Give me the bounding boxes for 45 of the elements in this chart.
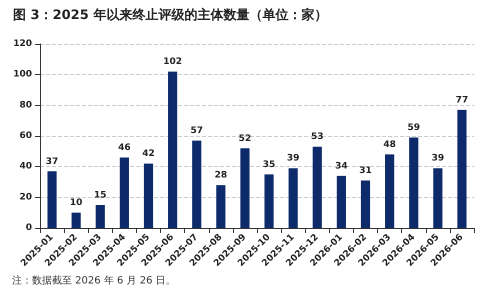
bar xyxy=(144,164,154,228)
data-label: 53 xyxy=(311,132,324,142)
data-label: 48 xyxy=(383,140,396,150)
data-label: 102 xyxy=(163,57,182,68)
data-label: 34 xyxy=(335,161,348,172)
bar xyxy=(96,205,105,228)
bar xyxy=(168,72,178,228)
data-label: 46 xyxy=(118,142,131,153)
bar xyxy=(433,168,442,228)
data-label: 10 xyxy=(70,198,82,208)
text: 注：数据截至 2026 年 6 月 26 日。 xyxy=(12,274,176,286)
data-label: 31 xyxy=(359,166,372,176)
bar xyxy=(264,174,274,228)
y-tick-label: 80 xyxy=(19,100,32,110)
data-label: 39 xyxy=(432,154,444,164)
y-tick-label: 120 xyxy=(13,39,32,49)
bar xyxy=(312,146,322,228)
data-label: 35 xyxy=(262,160,276,170)
bar xyxy=(192,140,202,228)
y-tick-label: 0 xyxy=(26,223,32,233)
y-tick-label: 40 xyxy=(19,162,32,172)
data-label: 15 xyxy=(94,190,107,200)
y-tick-label: 20 xyxy=(19,192,32,202)
bar xyxy=(457,110,467,228)
bar xyxy=(216,185,226,228)
bar xyxy=(288,168,298,228)
data-label: 52 xyxy=(238,134,252,144)
data-label: 57 xyxy=(190,126,203,136)
bar xyxy=(336,176,346,228)
data-label: 37 xyxy=(46,156,58,167)
bar xyxy=(385,154,394,228)
bar xyxy=(360,180,370,228)
data-label: 59 xyxy=(407,123,420,134)
chart-title: 图 3：2025 年以来终止评级的主体数量（单位：家） xyxy=(13,7,328,23)
bar xyxy=(409,138,418,228)
bar xyxy=(240,148,250,228)
data-label: 39 xyxy=(286,154,300,164)
bar xyxy=(47,171,57,228)
data-label: 42 xyxy=(142,149,155,160)
bar xyxy=(72,212,81,228)
bar xyxy=(120,157,129,228)
data-label: 77 xyxy=(456,95,468,106)
y-tick-label: 100 xyxy=(13,70,32,80)
y-tick-label: 60 xyxy=(19,131,32,141)
data-label: 28 xyxy=(214,170,228,181)
